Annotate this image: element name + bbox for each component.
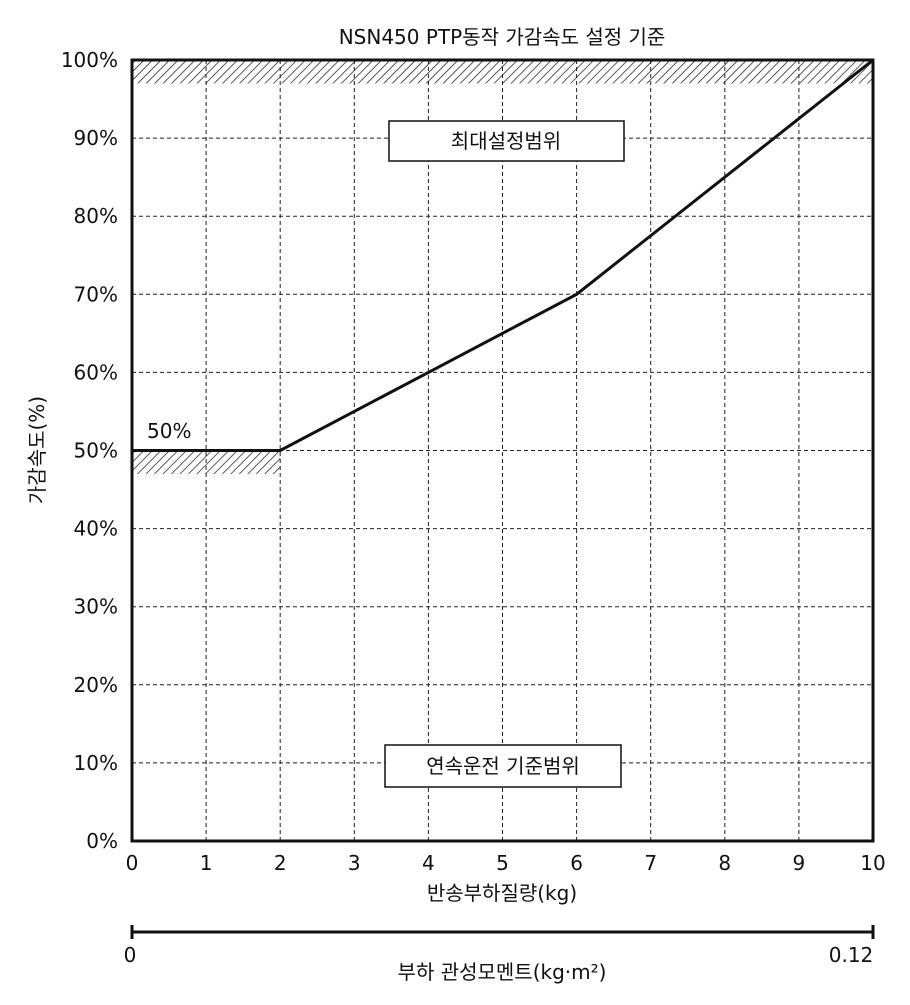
secondary-axis: 0 0.12 부하 관성모멘트(kg·m²): [124, 925, 875, 984]
hatch-regions: [132, 60, 873, 474]
x-tick-label: 1: [200, 851, 213, 875]
y-tick-labels: 0% 10% 20% 30% 40% 50% 60% 70% 80% 90% 100%: [61, 48, 118, 853]
x-tick-label: 8: [718, 851, 731, 875]
continuous-range-box: 연속운전 기준범위: [384, 744, 622, 788]
y-tick-label: 60%: [74, 360, 118, 384]
y-axis-label: 가감속도(%): [25, 396, 49, 504]
secondary-axis-label: 부하 관성모멘트(kg·m²): [398, 960, 607, 984]
x-tick-label: 4: [422, 851, 435, 875]
x-tick-label: 10: [860, 851, 885, 875]
y-tick-label: 40%: [74, 517, 118, 541]
y-tick-label: 70%: [74, 282, 118, 306]
secondary-axis-max-label: 0.12: [829, 943, 874, 967]
y-tick-label: 90%: [74, 126, 118, 150]
x-tick-label: 9: [793, 851, 806, 875]
x-tick-label: 3: [348, 851, 361, 875]
series-line: [132, 58, 874, 452]
y-tick-label: 80%: [74, 204, 118, 228]
min-value-label: 50%: [147, 419, 191, 443]
y-tick-label: 50%: [74, 439, 118, 463]
y-tick-label: 100%: [61, 48, 118, 72]
max-range-box: 최대설정범위: [388, 120, 625, 162]
x-tick-label: 7: [644, 851, 657, 875]
x-tick-labels: 0 1 2 3 4 5 6 7 8 9 10: [126, 851, 886, 875]
y-tick-label: 0%: [86, 829, 118, 853]
x-axis-label: 반송부하질량(kg): [427, 881, 577, 905]
chart-title: NSN450 PTP동작 가감속도 설정 기준: [339, 25, 666, 49]
max-range-label: 최대설정범위: [451, 129, 561, 153]
x-tick-label: 2: [274, 851, 287, 875]
hatch-region: [132, 60, 873, 84]
x-tick-label: 6: [570, 851, 583, 875]
continuous-range-label: 연속운전 기준범위: [426, 754, 580, 778]
y-tick-label: 20%: [74, 673, 118, 697]
x-tick-label: 0: [126, 851, 139, 875]
grid-lines: [132, 60, 873, 841]
x-tick-label: 5: [496, 851, 509, 875]
hatch-region: [132, 450, 281, 474]
y-tick-label: 30%: [74, 595, 118, 619]
secondary-axis-min-label: 0: [124, 943, 137, 967]
y-tick-label: 10%: [74, 751, 118, 775]
